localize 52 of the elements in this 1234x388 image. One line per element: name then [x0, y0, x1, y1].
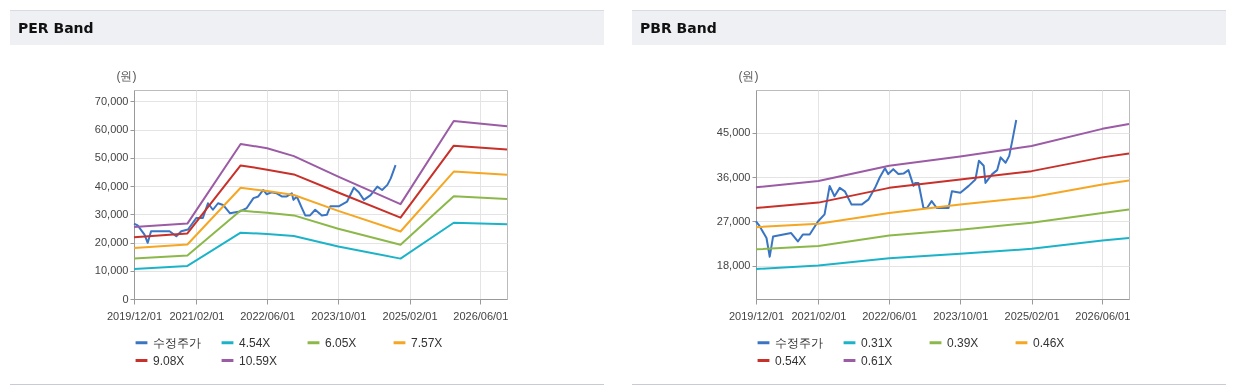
legend-label: 수정주가: [775, 335, 823, 350]
legend-label: 4.54X: [239, 335, 271, 350]
line-series: [755, 179, 1130, 229]
chart-title: PBR Band: [632, 11, 1226, 45]
y-tick-label: 50,000: [94, 151, 129, 164]
line-series: [133, 120, 508, 228]
y-axis-title: (원): [738, 68, 759, 83]
y-tick-label: 70,000: [94, 94, 129, 107]
y-tick-label: 18,000: [716, 259, 751, 272]
legend-label: 9.08X: [153, 353, 185, 368]
y-tick-label: 60,000: [94, 123, 129, 136]
chart-title: PER Band: [10, 11, 604, 45]
line-series: [133, 164, 397, 244]
legend-label: 10.59X: [239, 353, 278, 368]
line-series: [755, 237, 1130, 270]
y-tick-label: 0: [122, 292, 129, 305]
legend-label: 0.46X: [1033, 335, 1065, 350]
legend-label: 수정주가: [153, 335, 201, 350]
legend-label: 7.57X: [411, 335, 443, 350]
line-series: [133, 221, 508, 271]
x-tick-label: 2021/02/01: [169, 309, 225, 322]
y-axis-title: (원): [116, 68, 137, 83]
x-tick-label: 2019/12/01: [106, 309, 163, 322]
legend-label: 0.61X: [861, 353, 893, 368]
y-tick-label: 27,000: [716, 214, 751, 227]
y-tick-label: 10,000: [94, 264, 129, 277]
x-tick-label: 2025/02/01: [382, 309, 438, 322]
x-tick-label: 2019/12/01: [728, 309, 785, 322]
x-tick-label: 2022/06/01: [240, 309, 296, 322]
x-tick-label: 2026/06/01: [1075, 309, 1131, 322]
x-tick-label: 2023/10/01: [933, 309, 989, 322]
line-series: [755, 122, 1130, 189]
x-tick-label: 2025/02/01: [1004, 309, 1060, 322]
line-series: [133, 170, 508, 249]
line-series: [133, 195, 508, 260]
y-tick-label: 40,000: [94, 179, 129, 192]
legend-label: 0.39X: [947, 335, 979, 350]
x-tick-label: 2026/06/01: [453, 309, 509, 322]
y-tick-label: 20,000: [94, 236, 129, 249]
legend-label: 0.54X: [775, 353, 807, 368]
line-series: [755, 208, 1130, 251]
legend-label: 0.31X: [861, 335, 893, 350]
line-series: [755, 119, 1018, 258]
y-tick-label: 36,000: [716, 170, 751, 183]
x-tick-label: 2022/06/01: [862, 309, 918, 322]
x-tick-label: 2021/02/01: [791, 309, 847, 322]
line-series: [755, 152, 1130, 210]
y-tick-label: 30,000: [94, 207, 129, 220]
x-tick-label: 2023/10/01: [311, 309, 367, 322]
line-series: [133, 144, 508, 239]
legend-label: 6.05X: [325, 335, 357, 350]
y-tick-label: 45,000: [716, 126, 751, 139]
